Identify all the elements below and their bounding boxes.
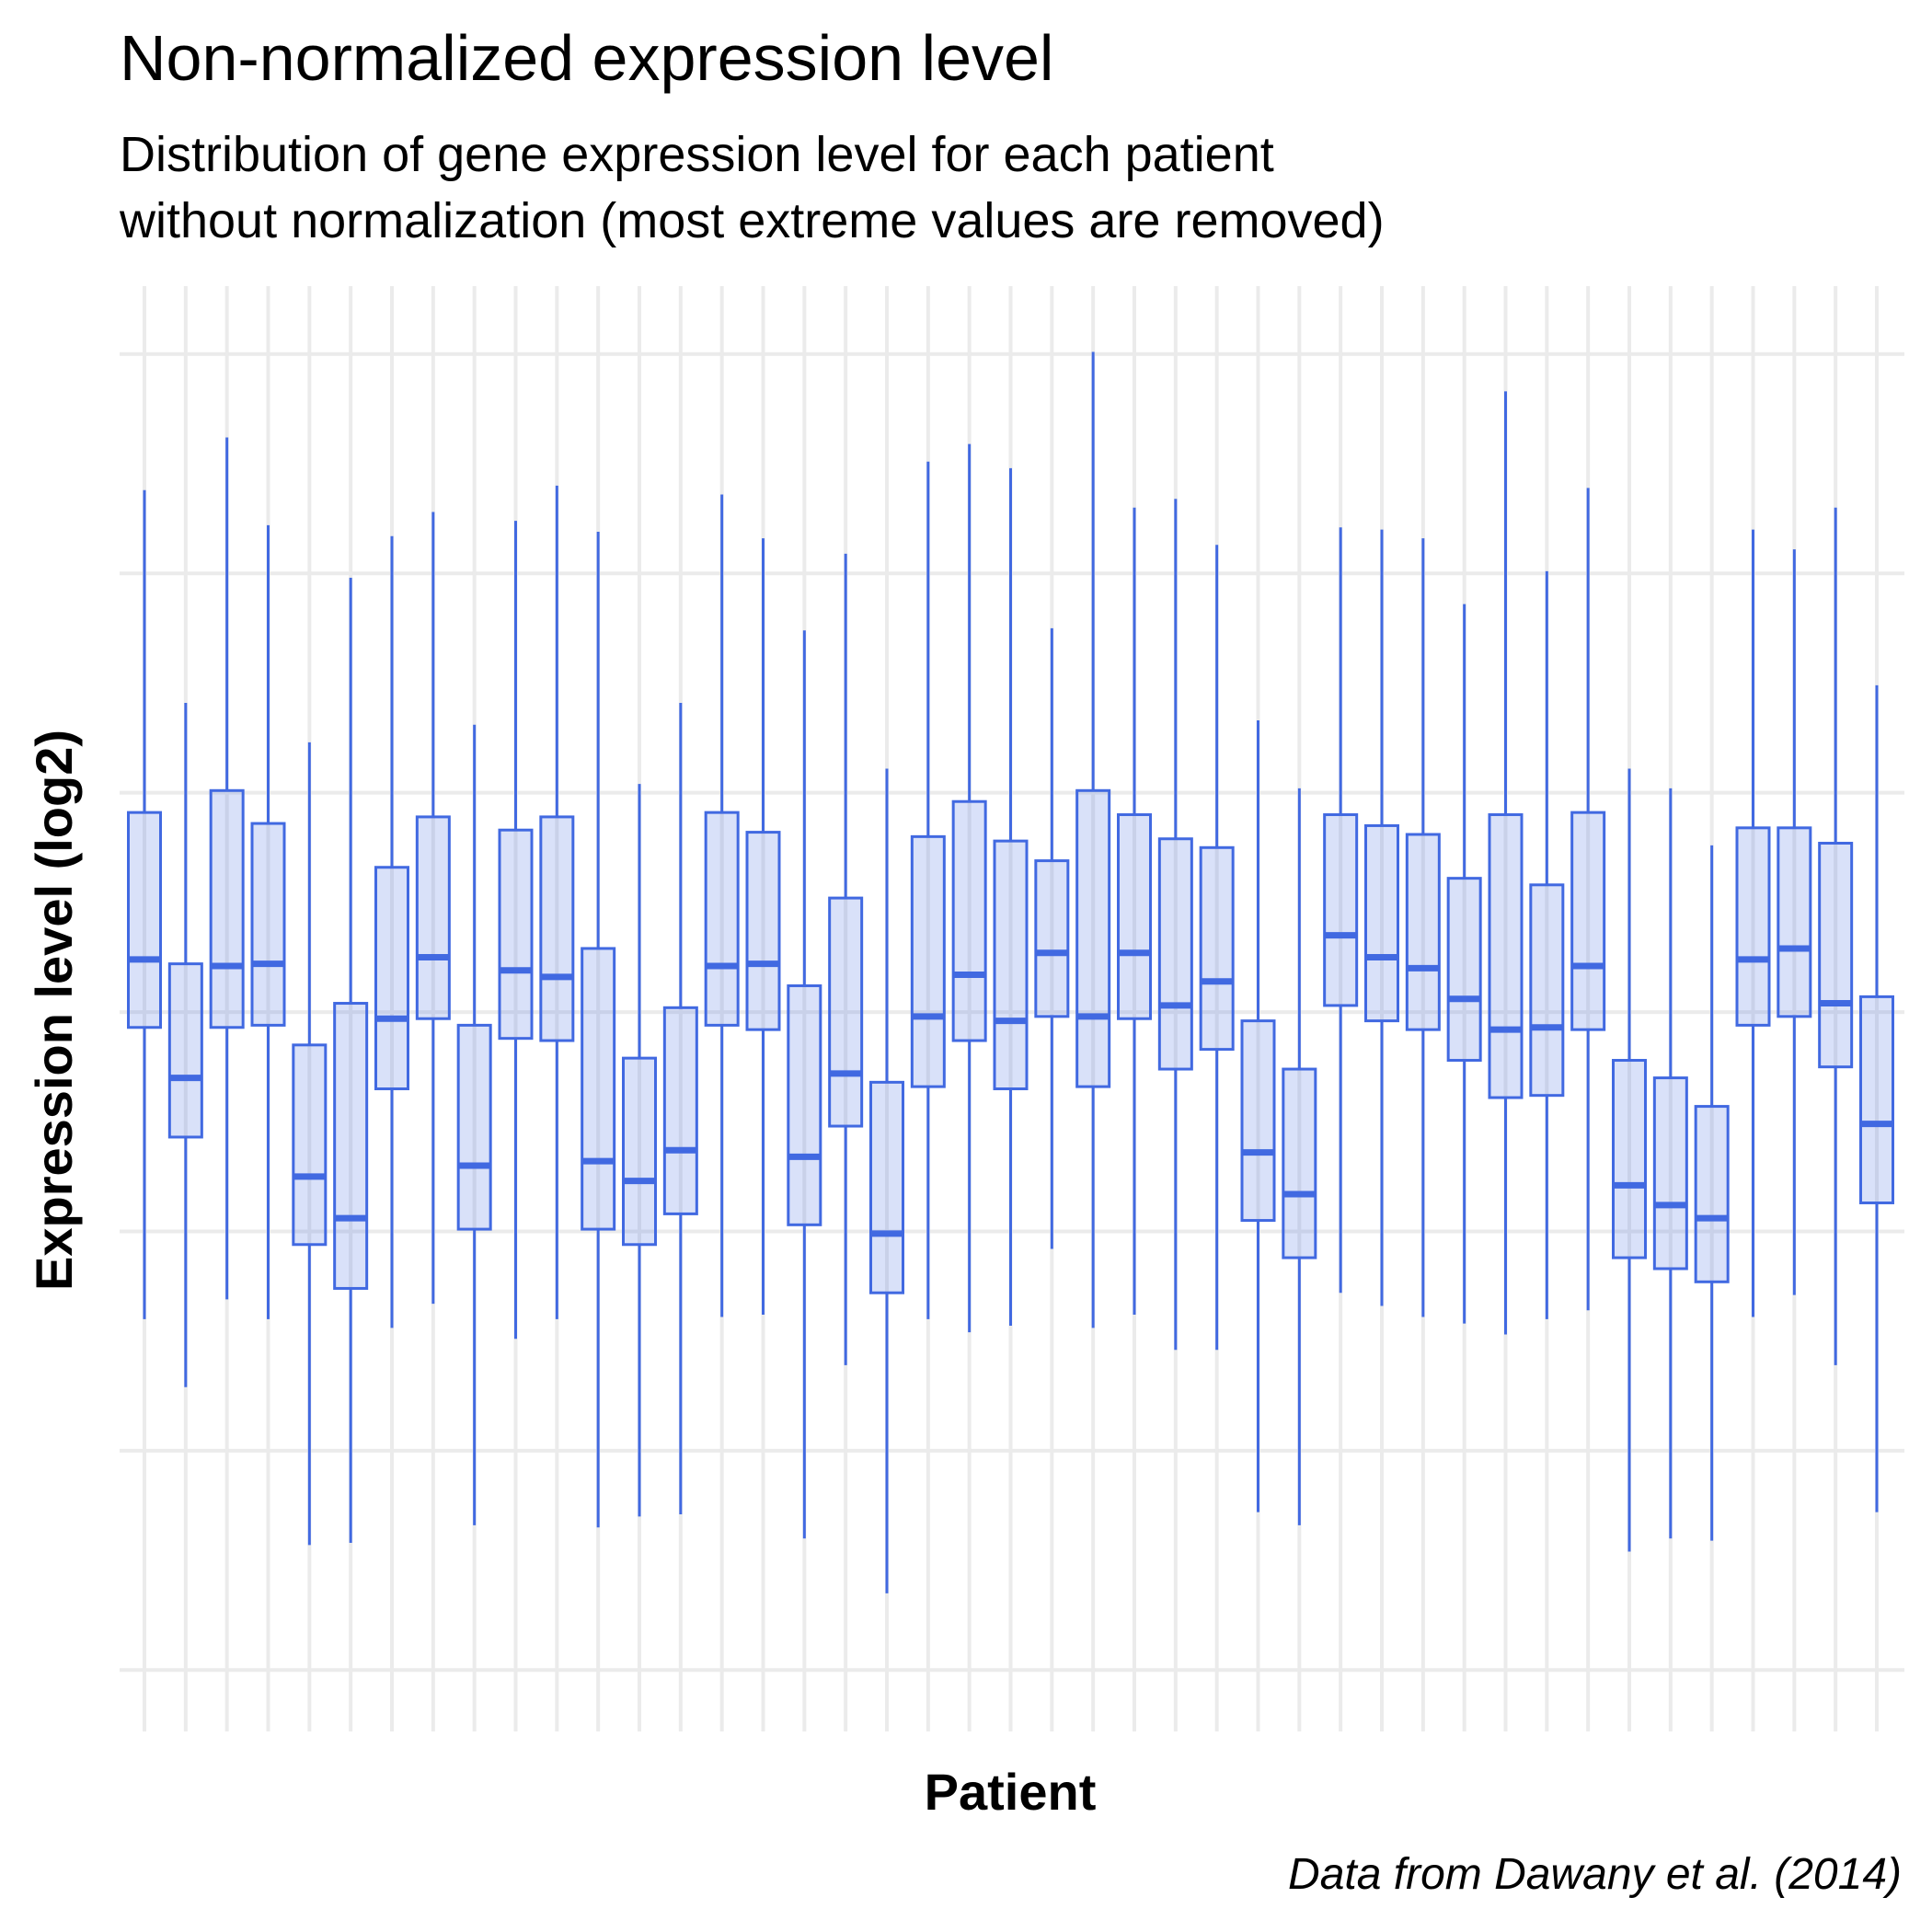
box: [951, 799, 987, 1042]
box: [498, 828, 534, 1041]
box: [333, 1002, 369, 1290]
box: [374, 866, 409, 1091]
chart-subtitle: Distribution of gene expression level fo…: [120, 127, 1274, 182]
box: [1117, 813, 1152, 1020]
box: [1282, 1067, 1317, 1259]
box: [1735, 826, 1771, 1027]
box: [993, 839, 1029, 1091]
box: [539, 815, 575, 1042]
box: [704, 811, 740, 1027]
box: [127, 811, 162, 1029]
box: [1075, 788, 1111, 1088]
box: [250, 822, 286, 1027]
box: [1240, 1019, 1276, 1223]
box: [828, 896, 864, 1128]
y-axis-label: Expression level (log2): [25, 730, 83, 1291]
chart-subtitle: without normalization (most extreme valu…: [119, 193, 1385, 248]
box: [167, 962, 203, 1139]
box: [1199, 845, 1235, 1052]
box: [1612, 1059, 1647, 1259]
box: [1157, 837, 1193, 1071]
box: [1859, 995, 1894, 1204]
box: [1446, 877, 1482, 1063]
box: [1818, 842, 1854, 1069]
x-axis-label: Patient: [925, 1763, 1097, 1821]
box: [1570, 811, 1606, 1031]
chart-title: Non-normalized expression level: [120, 22, 1053, 94]
box: [869, 1080, 904, 1294]
box: [1488, 813, 1524, 1099]
caption: Data from Dawany et al. (2014): [1288, 1850, 1902, 1899]
box: [1694, 1105, 1730, 1283]
box: [581, 947, 616, 1231]
box: [1529, 883, 1565, 1098]
box: [662, 1006, 698, 1215]
box: [622, 1056, 657, 1247]
box: [1034, 859, 1070, 1018]
box: [745, 831, 781, 1031]
box: [787, 983, 822, 1226]
box: [456, 1023, 492, 1231]
box: [1323, 813, 1359, 1007]
box: [910, 834, 946, 1088]
box: [1405, 833, 1441, 1031]
box: [1652, 1076, 1688, 1271]
box: [209, 788, 245, 1029]
box: [1777, 826, 1812, 1018]
box: [415, 815, 451, 1020]
box: [292, 1043, 328, 1247]
box: [1364, 823, 1399, 1023]
